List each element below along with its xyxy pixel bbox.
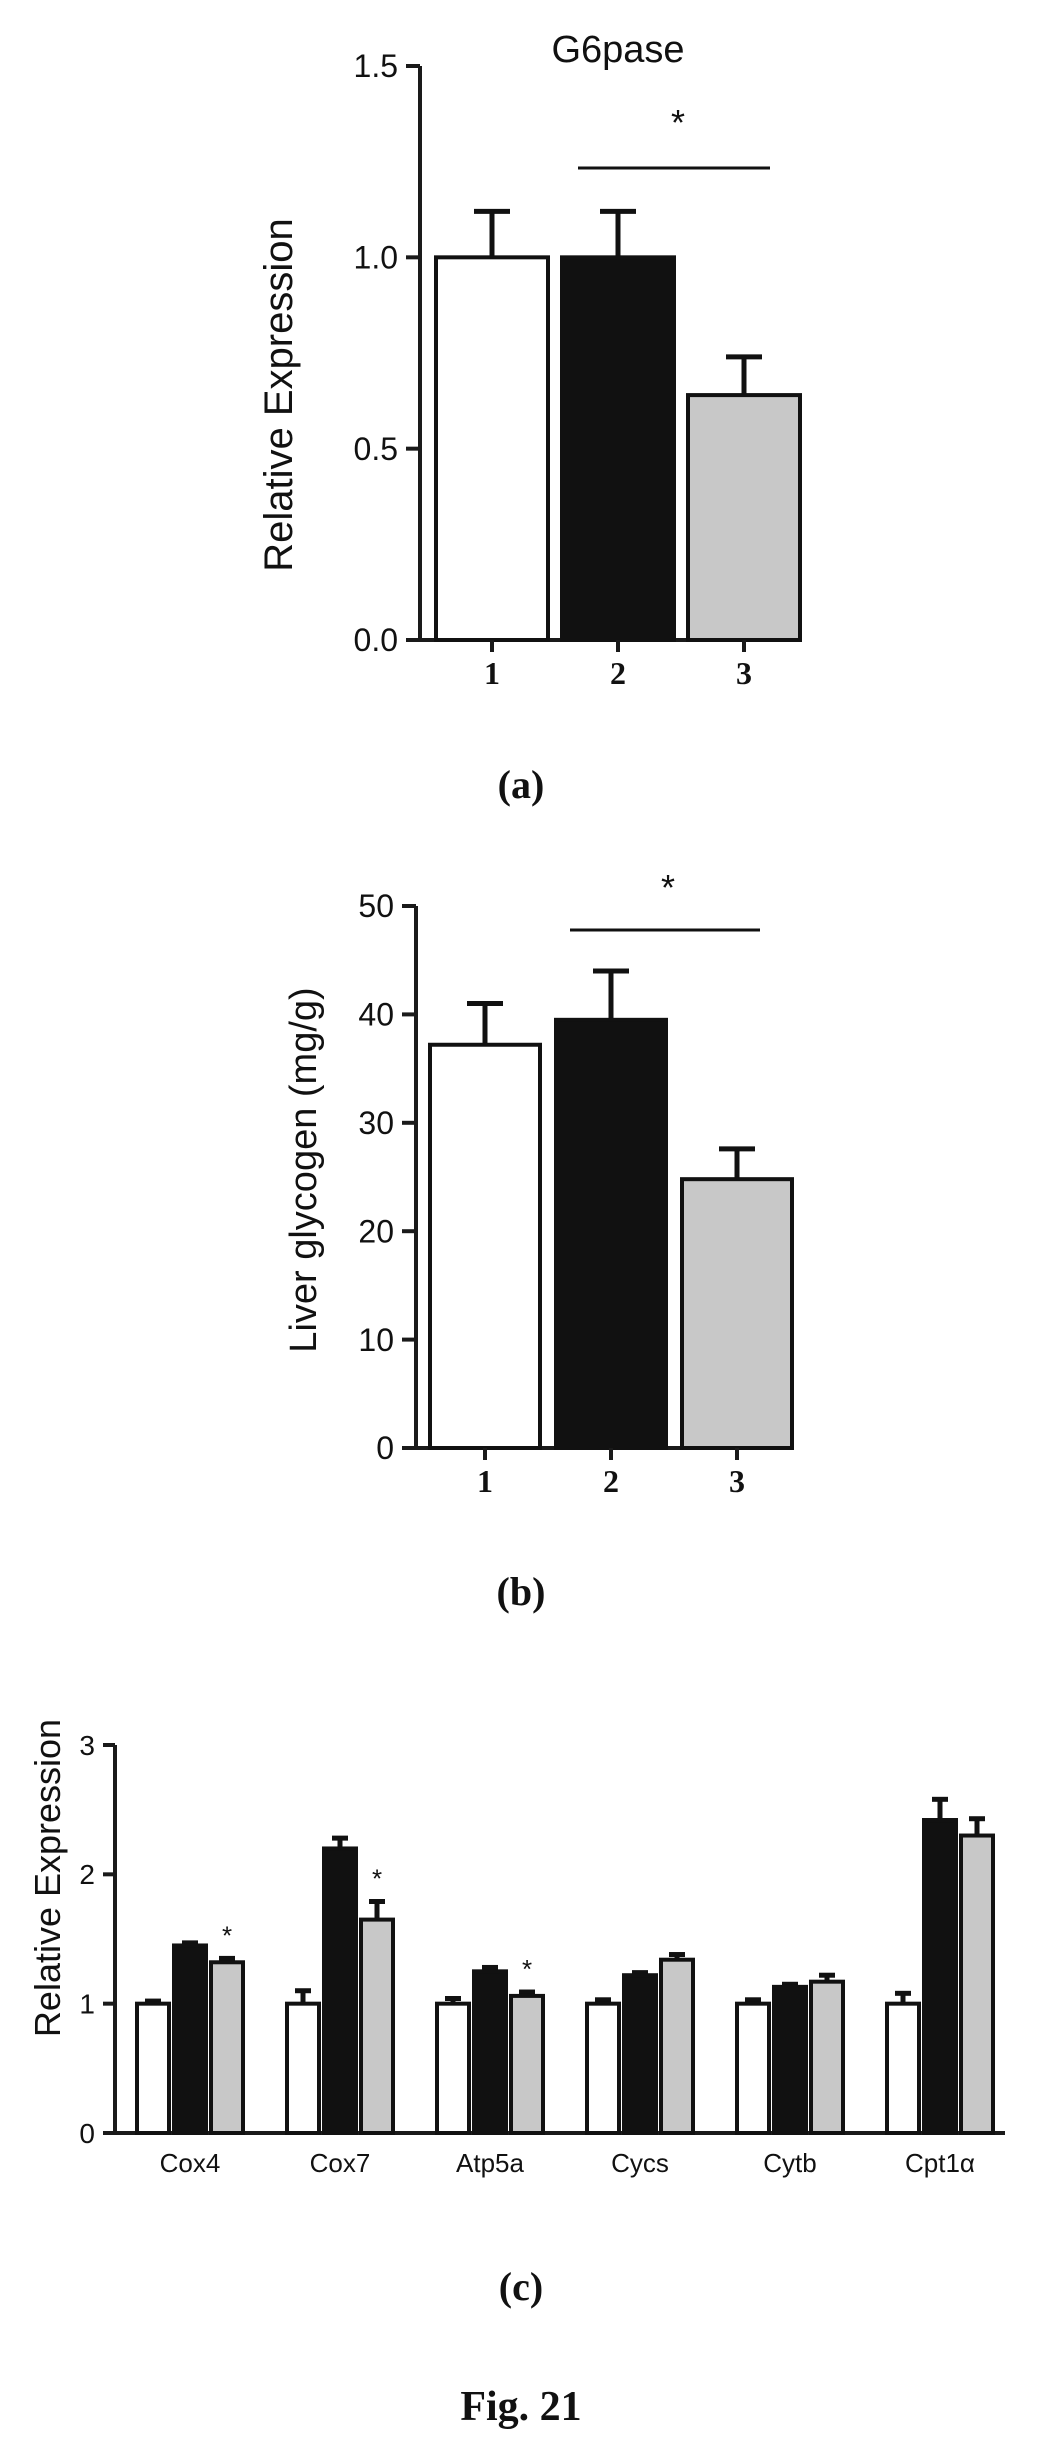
chart-a: G6pase Relative Expression 0.00.51.01.5 …: [257, 29, 802, 807]
chart-b-x-ticks: 1 2 3: [477, 1448, 745, 1499]
significance-star: *: [372, 1863, 382, 1893]
chart-a-title: G6pase: [551, 29, 684, 71]
chart-a-bars: [434, 208, 802, 642]
bar-2: [560, 255, 676, 642]
figure-caption: Fig. 21: [460, 2384, 581, 2430]
chart-c-panel-label: (c): [499, 2264, 543, 2309]
bar-Cox4-s2: [172, 1943, 208, 2136]
y-tick-label: 1.5: [354, 48, 398, 84]
significance-star: *: [522, 1954, 532, 1984]
y-tick-label: 20: [358, 1213, 394, 1249]
bar-Cpt1α-s1: [885, 2001, 921, 2135]
bar-Cytb-s3: [809, 1979, 845, 2136]
bar-Cox7-s2: [322, 1846, 358, 2135]
chart-b-ylabel: Liver glycogen (mg/g): [283, 987, 325, 1352]
bar-Cox4-s1: [135, 2001, 171, 2135]
bar-Cytb-s2: [772, 1984, 808, 2136]
chart-c-y-ticks: 0 1 2 3: [79, 1730, 115, 2149]
chart-a-significance-label: *: [671, 102, 685, 143]
y-tick-label: 0: [376, 1430, 394, 1466]
y-tick-label: 50: [358, 888, 394, 924]
bar-2: [554, 1017, 668, 1450]
chart-a-panel-label: (a): [498, 762, 545, 807]
x-tick-label: Atp5a: [456, 2148, 524, 2178]
chart-c-x-ticks: Cox4 Cox7 Atp5a Cycs Cytb Cpt1α: [160, 2148, 975, 2178]
y-tick-label: 40: [358, 997, 394, 1033]
bar-Atp5a-s2: [472, 1969, 508, 2136]
y-tick-label: 10: [358, 1322, 394, 1358]
y-tick-label: 30: [358, 1105, 394, 1141]
y-tick-label: 0.0: [354, 622, 398, 658]
y-tick-label: 0.5: [354, 431, 398, 467]
bar-Cpt1α-s3: [959, 1833, 995, 2135]
x-tick-label: Cox4: [160, 2148, 221, 2178]
bar-1: [434, 255, 550, 642]
bar-Cycs-s2: [622, 1973, 658, 2136]
chart-b-bars: [428, 968, 794, 1450]
x-tick-label: 1: [477, 1463, 493, 1499]
bar-3: [686, 393, 802, 642]
chart-c: Relative Expression 0 1 2 3 Cox4 Cox7 Atp5a Cy…: [27, 1719, 1005, 2309]
bar-3: [680, 1177, 794, 1450]
x-tick-label: Cpt1α: [905, 2148, 975, 2178]
x-tick-label: 3: [729, 1463, 745, 1499]
bar-Atp5a-s3: [509, 1993, 545, 2135]
bar-Cycs-s1: [585, 2001, 621, 2135]
chart-a-ylabel: Relative Expression: [257, 218, 301, 572]
y-tick-label: 1: [79, 1988, 95, 2019]
x-tick-label: 2: [610, 655, 626, 691]
x-tick-label: Cox7: [310, 2148, 371, 2178]
chart-b-significance-label: *: [661, 867, 675, 908]
x-tick-label: 1: [484, 655, 500, 691]
x-tick-label: 3: [736, 655, 752, 691]
bar-Cox7-s3: [359, 1917, 395, 2135]
bar-Cox4-s3: [209, 1960, 245, 2136]
chart-a-y-ticks: 0.0 0.5 1.0 1.5: [354, 48, 420, 658]
y-tick-label: 3: [79, 1730, 95, 1761]
y-tick-label: 1.0: [354, 240, 398, 276]
chart-b-panel-label: (b): [497, 1569, 546, 1614]
chart-c-annotations: * * *: [222, 1863, 532, 1984]
bar-Atp5a-s1: [435, 2001, 471, 2135]
chart-b-y-ticks: 0 10 20 30 40 50: [358, 888, 416, 1466]
chart-c-bars: [135, 1796, 995, 2136]
bar-1: [428, 1042, 542, 1450]
chart-a-x-ticks: 1 2 3: [484, 640, 752, 691]
bar-Cytb-s1: [735, 2001, 771, 2135]
significance-star: *: [222, 1920, 232, 1950]
chart-c-ylabel: Relative Expression: [27, 1719, 68, 2037]
x-tick-label: Cycs: [611, 2148, 669, 2178]
bar-Cpt1α-s2: [922, 1818, 958, 2135]
bar-Cycs-s3: [659, 1957, 695, 2136]
x-tick-label: Cytb: [763, 2148, 816, 2178]
y-tick-label: 2: [79, 1859, 95, 1890]
x-tick-label: 2: [603, 1463, 619, 1499]
bar-Cox7-s1: [285, 2001, 321, 2135]
y-tick-label: 0: [79, 2118, 95, 2149]
